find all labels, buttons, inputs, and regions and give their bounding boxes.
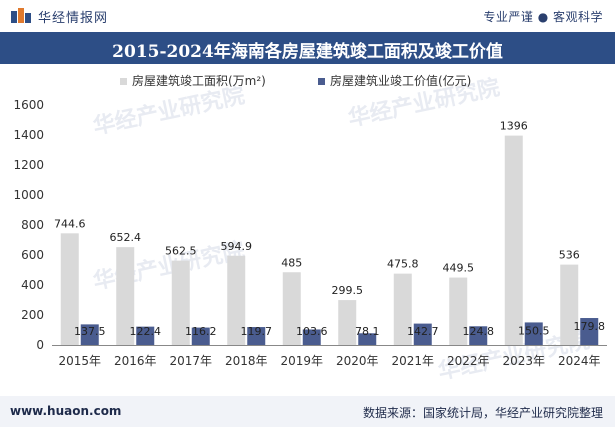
data-label-series2-8: 124.8: [463, 325, 495, 338]
data-label-series2-2: 122.4: [130, 325, 162, 338]
y-tick-label: 1600: [13, 98, 44, 112]
data-label-series2-3: 116.2: [185, 325, 217, 338]
data-label-series1-2: 652.4: [110, 231, 142, 244]
legend-label-2: 房屋建筑业竣工价值(亿元): [330, 73, 471, 88]
data-label-series2-7: 142.7: [407, 325, 439, 338]
data-label-series1-8: 449.5: [443, 262, 475, 275]
y-tick-label: 0: [36, 338, 44, 352]
bar-series1-6: [338, 300, 357, 345]
bar-series2-6: [358, 333, 377, 345]
legend-label-1: 房屋建筑竣工面积(万m²): [132, 73, 266, 88]
data-label-series1-9: 1396: [500, 120, 528, 133]
data-label-series2-1: 137.5: [74, 325, 106, 338]
bar-series2-1: [80, 324, 99, 345]
x-tick-label: 2019年: [280, 354, 323, 368]
brand-name: 华经情报网: [38, 10, 109, 26]
x-tick-label: 2023年: [502, 354, 545, 368]
legend: 房屋建筑竣工面积(万m²) 房屋建筑业竣工价值(亿元): [120, 73, 471, 88]
bar-series2-5: [302, 329, 321, 345]
data-label-series2-6: 78.1: [355, 325, 380, 338]
x-axis: 2015年 2016年 2017年 2018年 2019年 2020年 2021年 2022年…: [52, 345, 607, 368]
watermark-text: 华经产业研究院: [91, 82, 247, 139]
y-axis: 0 200 400 600 800 1000 1200 1400 1600: [13, 98, 44, 352]
data-label-series1-7: 475.8: [387, 258, 419, 271]
bar-series1-8: [449, 277, 468, 345]
y-tick-label: 200: [21, 308, 44, 322]
y-tick-label: 400: [21, 278, 44, 292]
bar-series2-2: [136, 326, 155, 345]
bar-series1-10: [560, 264, 579, 345]
x-tick-label: 2022年: [447, 354, 490, 368]
bar-series1-2: [116, 247, 135, 345]
bars: 744.6 137.5 652.4 122.4 562.5 116.2 594.9 119.7…: [54, 120, 605, 345]
y-tick-label: 1400: [13, 128, 44, 142]
x-tick-label: 2024年: [558, 354, 601, 368]
data-source: 数据来源：国家统计局，华经产业研究院整理: [363, 404, 603, 421]
source-label: 数据来源：: [362, 406, 423, 420]
bar-series2-7: [413, 323, 432, 345]
data-label-series1-3: 562.5: [165, 245, 197, 258]
bar-series2-8: [469, 326, 488, 345]
data-label-series2-5: 103.6: [296, 325, 328, 338]
site-link[interactable]: www.huaon.com: [10, 404, 122, 418]
bar-series1-3: [171, 260, 190, 345]
brand-logo-icon: [11, 8, 31, 23]
x-tick-label: 2020年: [336, 354, 379, 368]
bar-series2-3: [191, 327, 210, 345]
data-label-series2-10: 179.8: [574, 320, 606, 333]
x-tick-label: 2021年: [391, 354, 434, 368]
y-tick-label: 1200: [13, 158, 44, 172]
footer: www.huaon.com 数据来源：国家统计局，华经产业研究院整理: [0, 396, 615, 427]
data-label-series1-4: 594.9: [221, 240, 253, 253]
data-label-series1-1: 744.6: [54, 217, 86, 230]
top-bar: 华经情报网 专业严谨 ● 客观科学: [0, 0, 615, 32]
bar-series2-10: [580, 318, 599, 345]
bar-series1-4: [227, 255, 246, 345]
data-label-series1-6: 299.5: [332, 284, 364, 297]
bar-series1-7: [393, 273, 412, 345]
source-text: 国家统计局，华经产业研究院整理: [422, 406, 603, 420]
y-tick-label: 600: [21, 248, 44, 262]
data-label-series1-5: 485: [281, 256, 302, 269]
data-label-series2-9: 150.5: [518, 324, 550, 337]
legend-swatch-1: [120, 78, 127, 85]
bar-series1-9: [504, 135, 523, 345]
title-bar: 2015-2024年海南各房屋建筑竣工面积及竣工价值: [0, 32, 615, 64]
brand[interactable]: 华经情报网: [10, 7, 109, 26]
bar-series1-1: [60, 233, 79, 345]
x-tick-label: 2018年: [225, 354, 268, 368]
legend-swatch-2: [318, 78, 325, 85]
data-label-series1-10: 536: [559, 249, 580, 262]
y-tick-label: 1000: [13, 188, 44, 202]
bar-series2-9: [524, 322, 543, 345]
x-tick-label: 2015年: [58, 354, 101, 368]
bar-series2-4: [247, 327, 266, 345]
y-tick-label: 800: [21, 218, 44, 232]
x-tick-label: 2017年: [169, 354, 212, 368]
bar-series1-5: [282, 272, 301, 345]
data-label-series2-4: 119.7: [241, 325, 273, 338]
x-tick-label: 2016年: [114, 354, 157, 368]
chart-title: 2015-2024年海南各房屋建筑竣工面积及竣工价值: [112, 42, 503, 62]
slogan: 专业严谨 ● 客观科学: [483, 10, 603, 24]
